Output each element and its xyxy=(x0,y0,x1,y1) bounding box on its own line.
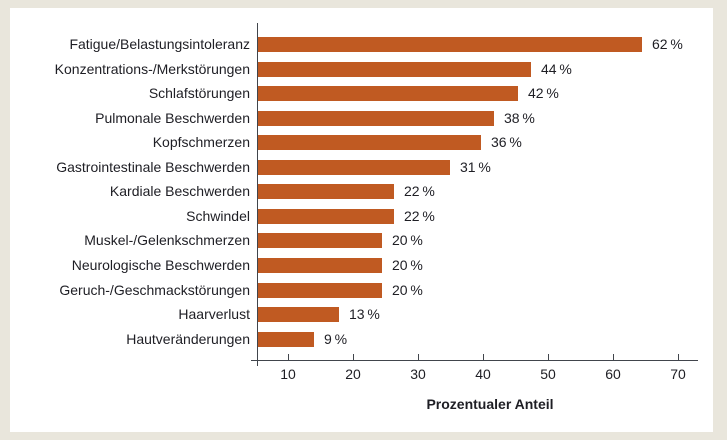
bar xyxy=(258,258,382,273)
bar xyxy=(258,37,642,52)
x-axis-line xyxy=(251,360,698,361)
category-label: Pulmonale Beschwerden xyxy=(95,110,250,126)
value-label: 42 % xyxy=(528,85,559,101)
value-label: 36 % xyxy=(491,134,522,150)
value-label: 13 % xyxy=(349,306,380,322)
tick-label: 20 xyxy=(345,366,361,382)
category-label: Geruch-/Geschmackstörungen xyxy=(59,282,250,298)
category-label: Fatigue/Belastungsintoleranz xyxy=(69,36,250,52)
value-label: 44 % xyxy=(541,61,572,77)
category-label: Hautveränderungen xyxy=(126,331,250,347)
value-label: 38 % xyxy=(504,110,535,126)
category-label: Konzentrations-/Merkstörungen xyxy=(54,61,250,77)
bar xyxy=(258,111,494,126)
tick-mark xyxy=(288,354,289,360)
value-label: 62 % xyxy=(652,36,683,52)
bar xyxy=(258,233,382,248)
category-label: Kardiale Beschwerden xyxy=(109,183,250,199)
category-label: Gastrointestinale Beschwerden xyxy=(56,159,250,175)
tick-mark xyxy=(613,354,614,360)
tick-label: 50 xyxy=(540,366,556,382)
category-label: Schwindel xyxy=(186,208,250,224)
value-label: 9 % xyxy=(324,331,348,347)
bar xyxy=(258,283,382,298)
value-label: 31 % xyxy=(460,159,491,175)
category-label: Haarverlust xyxy=(178,306,250,322)
bar xyxy=(258,307,339,322)
tick-label: 70 xyxy=(670,366,686,382)
value-label: 20 % xyxy=(392,257,423,273)
tick-label: 60 xyxy=(605,366,621,382)
bar xyxy=(258,135,481,150)
value-label: 20 % xyxy=(392,282,423,298)
tick-mark xyxy=(548,354,549,360)
bar xyxy=(258,160,450,175)
tick-label: 40 xyxy=(475,366,491,382)
bar xyxy=(258,184,394,199)
category-label: Muskel-/Gelenkschmerzen xyxy=(84,232,250,248)
category-label: Schlafstörungen xyxy=(148,85,250,101)
bar xyxy=(258,209,394,224)
bar xyxy=(258,86,518,101)
bar xyxy=(258,62,531,77)
value-label: 22 % xyxy=(404,183,435,199)
category-label: Kopfschmerzen xyxy=(152,134,250,150)
value-label: 22 % xyxy=(404,208,435,224)
bar xyxy=(258,332,314,347)
y-axis-line xyxy=(257,23,258,366)
tick-mark xyxy=(418,354,419,360)
tick-mark xyxy=(678,354,679,360)
tick-mark xyxy=(483,354,484,360)
tick-mark xyxy=(353,354,354,360)
tick-label: 10 xyxy=(280,366,296,382)
tick-label: 30 xyxy=(410,366,426,382)
category-label: Neurologische Beschwerden xyxy=(71,257,250,273)
value-label: 20 % xyxy=(392,232,423,248)
x-axis-title: Prozentualer Anteil xyxy=(426,396,554,412)
